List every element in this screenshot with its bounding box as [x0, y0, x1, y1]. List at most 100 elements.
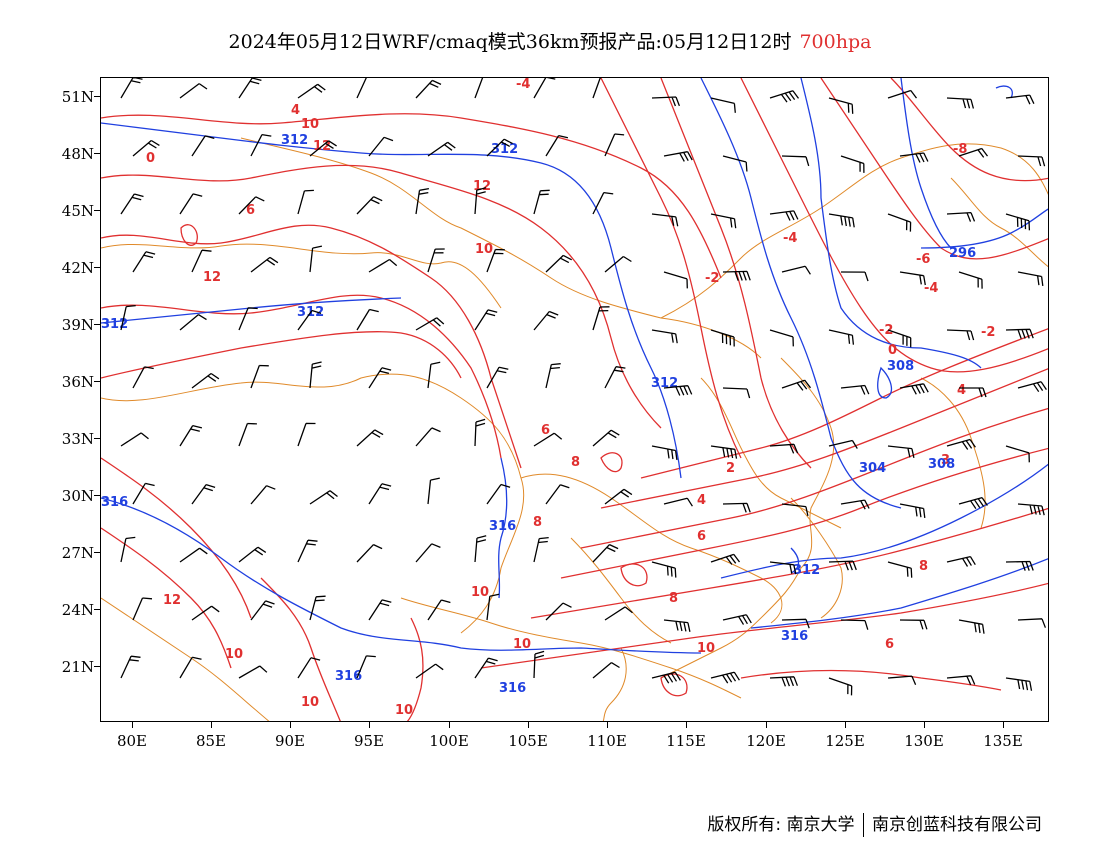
lon-label: 105E: [508, 732, 548, 750]
wind-barb: [899, 152, 929, 163]
wind-barb: [132, 139, 160, 157]
wind-barbs: [120, 78, 1047, 696]
wind-barb: [120, 78, 143, 99]
wind-barb: [533, 189, 550, 215]
temp-label: 2: [726, 461, 735, 476]
lon-label: 115E: [666, 732, 706, 750]
temp-label: 10: [301, 117, 319, 132]
wind-barb: [710, 671, 740, 684]
wind-barb: [722, 614, 752, 625]
lat-label: 33N: [61, 430, 94, 448]
wind-barb: [840, 619, 869, 630]
lon-tick: [211, 722, 212, 728]
lon-tick: [766, 722, 767, 728]
lat-tick: [94, 267, 100, 268]
wind-barb: [356, 308, 379, 331]
wind-barb: [899, 271, 926, 286]
wind-barb: [946, 675, 976, 686]
wind-barb: [545, 363, 561, 389]
wind-barb: [710, 213, 737, 229]
height-label: 312: [101, 317, 128, 332]
wind-barb: [132, 366, 154, 389]
wind-barb: [1005, 445, 1030, 463]
wind-barb: [592, 191, 614, 215]
wind-barb: [651, 445, 678, 460]
wind-barb: [946, 211, 976, 222]
temp-label: 8: [919, 559, 928, 574]
temp-label: -2: [879, 323, 893, 338]
temp-label: 10: [697, 641, 715, 656]
wind-barb: [415, 79, 442, 99]
temp-label: -2: [981, 325, 995, 340]
wind-barb: [592, 544, 619, 563]
lon-tick: [132, 722, 133, 728]
wind-barb: [191, 605, 220, 621]
map-panel: -4 4 0 10 12 12 6 12 10 -2 -4 -2 -8 -6 -…: [100, 77, 1049, 722]
wind-barb: [297, 189, 314, 215]
wind-barb: [781, 155, 810, 167]
wind-barb: [120, 536, 136, 563]
wind-barb: [1005, 328, 1034, 339]
wind-barb: [840, 271, 869, 282]
wind-barb: [427, 248, 445, 273]
wind-barb: [427, 141, 456, 157]
wind-barb: [238, 665, 268, 679]
wind-barb: [132, 597, 153, 621]
wind-barb: [191, 372, 220, 389]
height-label: 316: [489, 519, 516, 534]
wind-barb: [297, 539, 318, 563]
wind-barb: [828, 677, 853, 696]
wind-barb: [604, 255, 632, 273]
wind-barb: [887, 561, 913, 578]
wind-barb: [533, 536, 549, 563]
wind-barb: [474, 78, 484, 99]
wind-barb: [474, 309, 498, 331]
lat-label: 36N: [61, 373, 94, 391]
lat-label: 42N: [61, 259, 94, 277]
height-label: 316: [781, 629, 808, 644]
height-label: 312: [793, 563, 820, 578]
wind-barb: [309, 140, 337, 157]
lat-tick: [94, 495, 100, 496]
wind-barb: [545, 484, 570, 505]
wind-barb: [651, 213, 679, 227]
wind-barb: [769, 443, 799, 454]
wind-barb: [368, 258, 398, 273]
wind-barb: [781, 503, 809, 517]
wind-barb: [592, 78, 601, 99]
wind-barb: [132, 251, 156, 273]
footer-right: 南京创蓝科技有限公司: [872, 815, 1042, 835]
temp-label: 10: [395, 703, 413, 718]
wind-barb: [651, 561, 677, 578]
wind-barb: [250, 364, 269, 389]
wind-barb: [1017, 618, 1047, 628]
lat-tick: [94, 666, 100, 667]
wind-barb: [474, 535, 487, 563]
lat-tick: [94, 381, 100, 382]
temp-label: 6: [885, 637, 894, 652]
height-label: 308: [928, 457, 955, 472]
wind-barb: [309, 595, 326, 621]
lat-tick: [94, 438, 100, 439]
wind-barb: [887, 445, 915, 459]
wind-barb: [592, 429, 620, 447]
wind-barb: [297, 83, 326, 99]
wind-barb: [533, 78, 556, 99]
temp-label: -4: [516, 78, 530, 92]
wind-barb: [179, 656, 202, 679]
temp-label: 8: [533, 515, 542, 530]
lat-tick: [94, 552, 100, 553]
height-label: 316: [335, 669, 362, 684]
temp-label: 8: [669, 591, 678, 606]
wind-barb: [427, 477, 440, 505]
temp-label: 10: [225, 647, 243, 662]
wind-barb: [651, 96, 681, 107]
height-label: 304: [859, 461, 886, 476]
wind-barb: [486, 248, 505, 273]
wind-barb: [604, 366, 626, 389]
wind-barb: [238, 546, 267, 563]
wind-barb: [368, 599, 392, 621]
wind-barb: [415, 317, 445, 331]
wind-barb: [604, 606, 633, 621]
wind-barb: [486, 593, 500, 621]
